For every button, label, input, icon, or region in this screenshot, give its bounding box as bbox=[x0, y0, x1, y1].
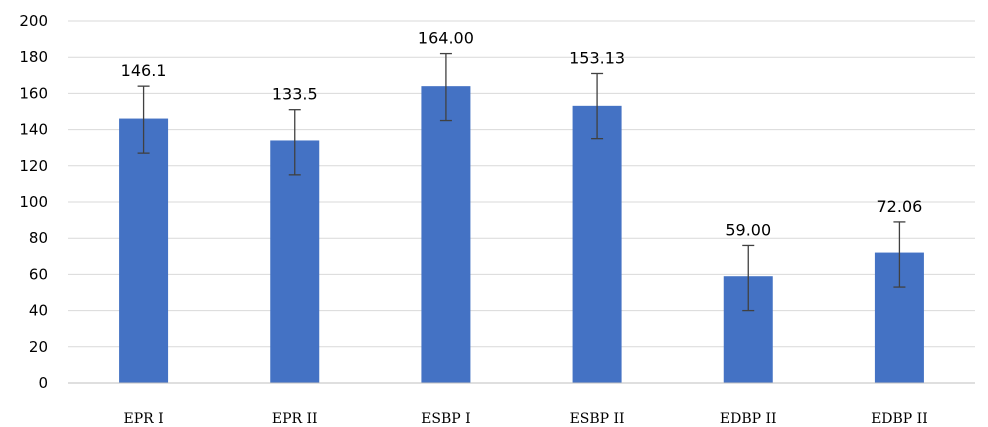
bar-3 bbox=[421, 86, 471, 383]
y-tick-label: 160 bbox=[19, 84, 48, 102]
y-tick-label: 200 bbox=[19, 12, 48, 30]
x-category-label: EDBP II bbox=[871, 411, 928, 427]
y-tick-label: 100 bbox=[19, 193, 48, 211]
x-category-label: EPR II bbox=[272, 411, 318, 427]
y-tick-label: 120 bbox=[19, 157, 48, 175]
y-tick-label: 40 bbox=[29, 302, 48, 320]
y-tick-label: 140 bbox=[19, 121, 48, 139]
data-label-3: 164.00 bbox=[418, 29, 474, 48]
data-label-2: 133.5 bbox=[272, 85, 318, 104]
y-tick-label: 80 bbox=[29, 229, 48, 247]
y-tick-label: 20 bbox=[29, 338, 48, 356]
x-category-label: ESBP II bbox=[570, 411, 625, 427]
bar-4 bbox=[572, 105, 622, 383]
data-label-1: 146.1 bbox=[121, 61, 167, 80]
error-bar-5 bbox=[742, 244, 755, 312]
bar-1 bbox=[119, 118, 169, 384]
error-bars bbox=[137, 52, 906, 312]
y-axis-tick-labels: 0 20 40 60 80 100 120 140 160 180 200 bbox=[19, 12, 48, 392]
y-tick-label: 60 bbox=[29, 265, 48, 283]
error-bar-6 bbox=[893, 221, 906, 288]
data-label-5: 59.00 bbox=[725, 220, 771, 239]
x-category-label: ESBP I bbox=[421, 411, 471, 427]
data-label-6: 72.06 bbox=[877, 197, 923, 216]
bars bbox=[119, 86, 924, 384]
data-label-4: 153.13 bbox=[569, 48, 625, 67]
error-bar-4 bbox=[591, 72, 604, 140]
error-bar-3 bbox=[439, 52, 452, 122]
error-bar-1 bbox=[137, 85, 150, 154]
bar-2 bbox=[270, 140, 320, 383]
y-tick-label: 180 bbox=[19, 48, 48, 66]
y-tick-label: 0 bbox=[38, 374, 48, 392]
data-labels: 146.1 133.5 164.00 153.13 59.00 72.06 bbox=[121, 29, 923, 240]
x-category-label: EDBP II bbox=[720, 411, 777, 427]
error-bar-2 bbox=[288, 109, 301, 176]
x-category-label: EPR I bbox=[123, 411, 163, 427]
x-axis-category-labels: EPR I EPR II ESBP I ESBP II EDBP II EDBP II bbox=[123, 411, 927, 427]
gridlines bbox=[68, 20, 975, 348]
